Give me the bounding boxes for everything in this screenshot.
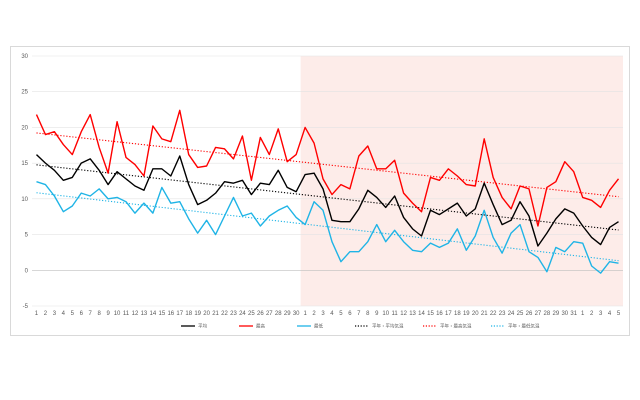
x-axis-tick-labels: 1 2 3 4 5 6 7 8 9 10 11 12 13 14 15 16 17 18 19 20 21 22 23 24 2… [35, 311, 621, 317]
x-tick-label: 6 [80, 311, 84, 317]
x-tick-label: 24 [508, 311, 515, 317]
x-tick-label: 6 [348, 311, 352, 317]
x-tick-label: 10 [382, 311, 389, 317]
x-tick-label: 4 [608, 311, 612, 317]
x-tick-label: 20 [203, 311, 210, 317]
x-tick-label: 2 [44, 311, 48, 317]
x-tick-label: 3 [599, 311, 603, 317]
x-tick-label: 12 [400, 311, 407, 317]
legend-label: 平年・平均気温 [372, 323, 404, 330]
x-tick-label: 27 [535, 311, 542, 317]
x-tick-label: 8 [366, 311, 370, 317]
series-line-0 [35, 154, 619, 247]
x-tick-label: 25 [248, 311, 255, 317]
x-tick-label: 23 [499, 311, 506, 317]
series-line-2 [36, 181, 619, 274]
x-tick-label: 11 [123, 311, 130, 317]
x-tick-label: 25 [517, 311, 524, 317]
x-tick-label: 1 [303, 311, 307, 317]
x-tick-label: 13 [409, 311, 416, 317]
x-tick-label: 17 [176, 311, 183, 317]
x-tick-label: 1 [35, 311, 39, 317]
x-tick-label: 7 [357, 311, 361, 317]
y-tick-label: 0 [25, 268, 29, 274]
x-tick-label: 19 [463, 311, 470, 317]
x-tick-label: 28 [544, 311, 551, 317]
x-tick-label: 21 [481, 311, 488, 317]
x-tick-label: 2 [312, 311, 316, 317]
legend: 平均 最高 最低 平年・平均気温 平年・最高気温 平年・最低気温 [181, 323, 540, 330]
y-tick-label: 25 [21, 90, 28, 96]
x-tick-label: 1 [581, 311, 585, 317]
x-tick-label: 29 [552, 311, 559, 317]
x-tick-label: 21 [212, 311, 219, 317]
y-tick-label: 30 [21, 54, 28, 60]
legend-label: 平年・最低気温 [508, 323, 540, 330]
legend-label: 最高 [256, 323, 265, 330]
x-tick-label: 26 [257, 311, 264, 317]
x-tick-label: 3 [321, 311, 325, 317]
y-tick-label: 10 [21, 197, 28, 203]
x-tick-label: 11 [392, 311, 399, 317]
x-tick-label: 4 [330, 311, 334, 317]
x-tick-label: 9 [375, 311, 379, 317]
legend-label: 平年・最高気温 [440, 323, 472, 330]
x-tick-label: 17 [445, 311, 452, 317]
x-tick-label: 31 [570, 311, 577, 317]
x-tick-label: 5 [71, 311, 75, 317]
x-tick-label: 14 [418, 311, 425, 317]
x-tick-label: 2 [590, 311, 594, 317]
y-tick-label: 20 [21, 125, 28, 131]
x-tick-label: 5 [339, 311, 343, 317]
x-tick-label: 26 [526, 311, 533, 317]
x-tick-label: 4 [62, 311, 66, 317]
x-tick-label: 10 [114, 311, 121, 317]
x-tick-label: 15 [158, 311, 165, 317]
x-tick-label: 18 [185, 311, 192, 317]
x-tick-label: 22 [490, 311, 497, 317]
x-tick-label: 29 [284, 311, 291, 317]
x-tick-label: 14 [150, 311, 157, 317]
x-tick-label: 3 [53, 311, 57, 317]
x-tick-label: 18 [454, 311, 461, 317]
x-tick-label: 16 [436, 311, 443, 317]
x-tick-label: 19 [194, 311, 201, 317]
x-tick-label: 30 [561, 311, 568, 317]
x-tick-label: 8 [97, 311, 101, 317]
legend-label: 平均 [198, 323, 207, 330]
series-lines [35, 109, 620, 274]
gridlines [32, 55, 623, 307]
y-tick-label: -5 [23, 304, 29, 310]
y-axis-tick-labels: -5 0 5 10 15 20 25 30 [21, 54, 28, 310]
chart-area: -5 0 5 10 15 20 25 30 1 2 3 4 5 6 7 8 9 10 11 12 13 14 15 16 17… [10, 46, 630, 336]
y-tick-label: 15 [21, 161, 28, 167]
x-tick-label: 23 [230, 311, 237, 317]
x-tick-label: 28 [275, 311, 282, 317]
x-tick-label: 27 [266, 311, 273, 317]
y-tick-label: 5 [25, 233, 29, 239]
x-tick-label: 30 [293, 311, 300, 317]
x-tick-label: 15 [427, 311, 434, 317]
x-tick-label: 5 [617, 311, 621, 317]
x-tick-label: 13 [141, 311, 148, 317]
series-line-1 [35, 109, 620, 227]
x-tick-label: 24 [239, 311, 246, 317]
x-tick-label: 22 [221, 311, 228, 317]
x-tick-label: 16 [167, 311, 174, 317]
x-tick-label: 12 [132, 311, 139, 317]
x-tick-label: 7 [89, 311, 93, 317]
x-tick-label: 20 [472, 311, 479, 317]
legend-label: 最低 [314, 323, 323, 330]
x-tick-label: 9 [106, 311, 110, 317]
